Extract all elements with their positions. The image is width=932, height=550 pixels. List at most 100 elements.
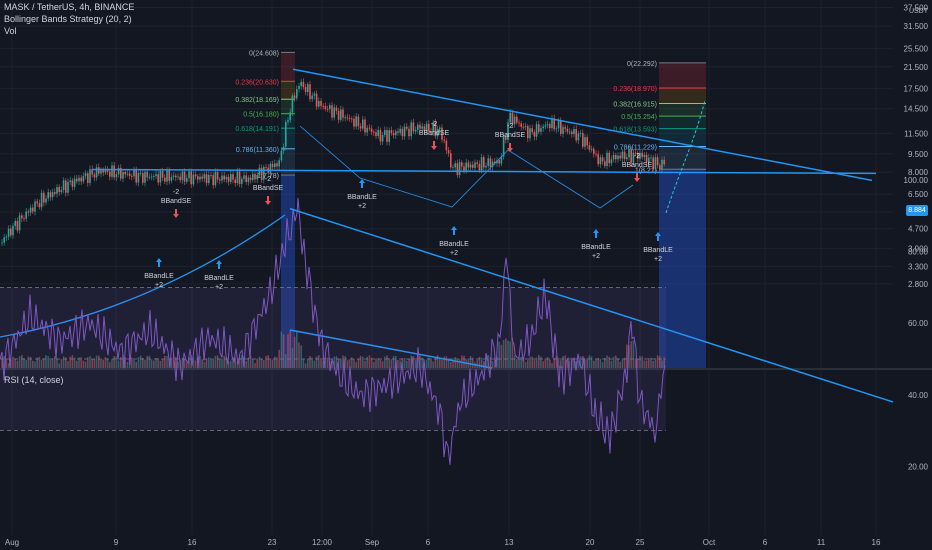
volume-bar	[212, 359, 214, 368]
volume-bar	[452, 358, 454, 368]
volume-bar	[568, 360, 571, 368]
price-tick-label: 4.700	[908, 225, 929, 234]
signal-short-count: -2	[634, 153, 640, 160]
volume-bar	[326, 357, 329, 368]
volume-bar	[78, 357, 80, 368]
volume-bar	[599, 358, 602, 368]
volume-bar	[498, 341, 500, 368]
volume-bar	[348, 359, 351, 368]
candle-body	[49, 192, 52, 198]
volume-bar	[421, 357, 423, 368]
long-arrow-icon	[156, 258, 162, 267]
candle-body	[221, 175, 223, 181]
volume-bar	[221, 358, 223, 368]
candle-body	[232, 174, 234, 180]
candle-body	[452, 167, 454, 169]
volume-bar	[102, 359, 104, 368]
candle-body	[249, 177, 252, 181]
volume-bar	[612, 356, 615, 368]
candle-body	[304, 87, 307, 93]
signal-short-name: BBandSE	[495, 132, 526, 139]
candle-body	[423, 126, 426, 131]
volume-bar	[280, 331, 283, 368]
volume-bar	[606, 355, 608, 368]
candle-body	[131, 175, 133, 177]
volume-bar	[392, 355, 395, 368]
candle-body	[549, 124, 551, 129]
candle-body	[109, 171, 111, 177]
signal-short-name: BBandSE	[161, 198, 192, 205]
fib-zone-left	[281, 128, 295, 149]
candle-body	[366, 127, 368, 133]
volume-bar	[535, 357, 538, 368]
volume-bar	[271, 359, 274, 368]
volume-bar	[445, 356, 448, 368]
long-arrow-icon	[451, 226, 457, 235]
candle-body	[263, 167, 265, 180]
volume-bar	[375, 358, 377, 368]
volume-bar	[45, 355, 47, 368]
signal-long-count: +2	[450, 250, 458, 257]
volume-bar	[628, 345, 630, 368]
candle-body	[10, 228, 12, 236]
candle-body	[557, 120, 560, 129]
candle-body	[335, 107, 338, 111]
candle-body	[62, 180, 65, 190]
volume-bar	[621, 358, 624, 368]
volume-bar	[384, 356, 386, 368]
volume-bar	[285, 354, 287, 368]
volume-bar	[267, 355, 269, 368]
volume-bar	[186, 362, 188, 368]
candle-body	[326, 108, 329, 110]
candle-body	[450, 153, 452, 168]
volume-bar	[269, 358, 272, 368]
volume-bar	[29, 356, 32, 368]
candle-body	[168, 170, 170, 181]
candle-body	[210, 174, 212, 176]
candle-body	[18, 215, 21, 231]
volume-bar	[175, 357, 177, 368]
candle-body	[223, 175, 225, 180]
candle-body	[179, 176, 181, 181]
signal-long-count: +2	[592, 253, 600, 260]
fib-label-right: 0.236(18.970)	[613, 86, 657, 93]
volume-bar	[546, 357, 549, 368]
volume-bar	[661, 360, 663, 368]
volume-bar	[575, 360, 577, 368]
candle-body	[456, 163, 459, 176]
candle-body	[104, 169, 107, 173]
volume-bar	[27, 356, 30, 368]
signal-short-name: BBandSE	[622, 162, 653, 169]
volume-bar	[643, 360, 646, 368]
volume-bar	[241, 355, 243, 368]
volume-title: Vol	[4, 26, 17, 36]
volume-bar	[434, 356, 437, 368]
candle-body	[551, 118, 553, 129]
time-tick-label: 13	[505, 538, 514, 547]
volume-bar	[516, 358, 518, 368]
volume-bar	[12, 356, 14, 368]
candle-body	[208, 174, 210, 184]
fib-label-right: 1(8.21)	[635, 167, 657, 174]
candle-body	[656, 157, 659, 166]
volume-bar	[641, 356, 643, 368]
volume-bar	[359, 355, 362, 368]
candle-body	[392, 133, 395, 136]
candle-body	[522, 126, 525, 128]
candle-body	[84, 173, 87, 177]
candle-body	[353, 118, 355, 127]
volume-bar	[214, 355, 217, 368]
volume-bar	[357, 358, 360, 368]
volume-bar	[157, 358, 159, 368]
signal-long-label: BBandLE	[643, 247, 673, 254]
volume-bar	[373, 361, 375, 368]
fib-zone-right	[659, 146, 706, 170]
volume-bar	[5, 358, 8, 368]
volume-bar	[645, 360, 648, 368]
short-arrow-icon	[507, 143, 513, 152]
volume-bar	[172, 355, 175, 368]
volume-bar	[527, 360, 529, 368]
candle-body	[315, 93, 318, 107]
